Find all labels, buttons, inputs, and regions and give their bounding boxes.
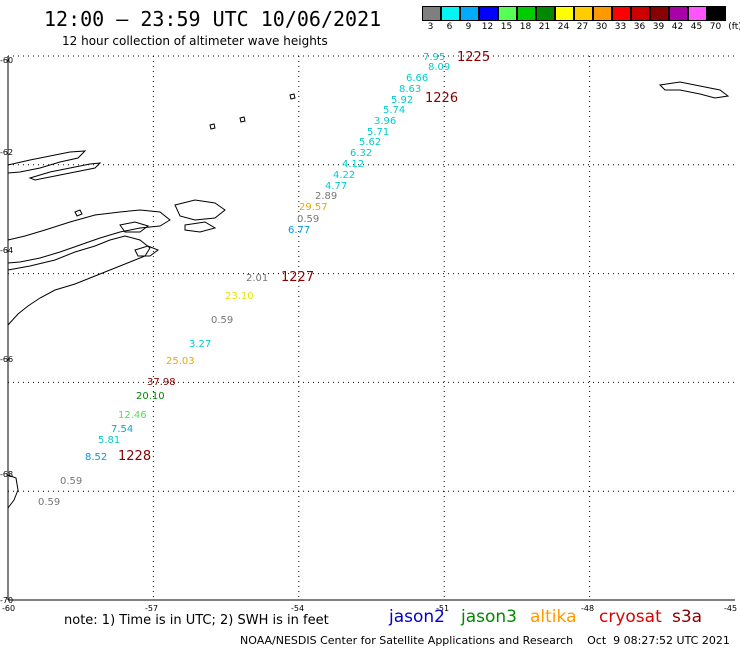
legend-swatch: [517, 6, 536, 21]
latitude-label: -70: [0, 596, 14, 605]
legend-swatch: [612, 6, 631, 21]
page-subtitle: 12 hour collection of altimeter wave hei…: [62, 34, 328, 48]
legend-label: 18: [519, 22, 532, 32]
legend-label: 3: [427, 22, 434, 32]
swh-observation: 6.77: [288, 225, 311, 236]
swh-observation: 3.96: [374, 116, 397, 127]
legend-label: 42: [671, 22, 684, 32]
satellite-name: cryosat: [599, 607, 662, 627]
legend-swatch: [441, 6, 460, 21]
legend-swatch: [707, 6, 726, 21]
legend-unit: (ft): [728, 22, 740, 32]
swh-observation: 7.54: [111, 424, 134, 435]
legend-swatch: [536, 6, 555, 21]
pass-time-label: 1226: [425, 91, 459, 106]
pass-time-label: 1225: [457, 50, 491, 65]
longitude-label: -48: [581, 604, 595, 613]
swh-observation: 4.12: [342, 159, 365, 170]
coastline: [7, 81, 730, 509]
swh-observation: 6.32: [350, 148, 373, 159]
swh-observation: 25.03: [166, 356, 195, 367]
swh-observation: 3.27: [189, 339, 212, 350]
latitude-label: -64: [0, 246, 14, 255]
legend-label: 39: [652, 22, 665, 32]
legend-label: 6: [446, 22, 453, 32]
page-title: 12:00 – 23:59 UTC 10/06/2021: [44, 7, 382, 31]
swh-observation: 0.59: [211, 315, 234, 326]
footer-note: note: 1) Time is in UTC; 2) SWH is in fe…: [64, 613, 329, 628]
legend-swatch: [555, 6, 574, 21]
swh-observation: 5.81: [98, 435, 121, 446]
legend-label: 30: [595, 22, 608, 32]
swh-observation: 4.77: [325, 181, 348, 192]
satellite-name: altika: [530, 607, 577, 627]
legend-label: 21: [538, 22, 551, 32]
swh-observation: 12.46: [118, 410, 147, 421]
satellite-name: jason3: [461, 607, 517, 627]
swh-observation: 0.59: [297, 214, 320, 225]
legend-swatch: [422, 6, 441, 21]
swh-observation: 37.98: [147, 377, 176, 388]
legend-label: 45: [690, 22, 703, 32]
latitude-label: -60: [0, 56, 14, 65]
legend-label: 33: [614, 22, 627, 32]
legend-swatch: [460, 6, 479, 21]
swh-observation: 8.63: [399, 84, 422, 95]
latitude-label: -62: [0, 148, 14, 157]
legend-swatch: [498, 6, 517, 21]
swh-observation: 7.95: [423, 52, 446, 63]
swh-observation: 8.09: [428, 62, 451, 73]
credit-line: NOAA/NESDIS Center for Satellite Applica…: [240, 634, 730, 647]
legend-label: 70: [709, 22, 722, 32]
longitude-label: -57: [145, 604, 159, 613]
swh-observation: 4.22: [333, 170, 356, 181]
satellite-name: s3a: [672, 607, 703, 627]
legend-label: 9: [465, 22, 472, 32]
swh-observation: 23.10: [225, 291, 254, 302]
legend-label: 24: [557, 22, 570, 32]
legend-label: 12: [481, 22, 494, 32]
swh-observation: 2.01: [246, 273, 269, 284]
legend-swatch: [593, 6, 612, 21]
legend-swatch: [479, 6, 498, 21]
latitude-label: -66: [0, 355, 14, 364]
graticule: [8, 55, 735, 601]
swh-observation: 0.59: [38, 497, 61, 508]
swh-observation: 0.59: [60, 476, 83, 487]
swh-observation: 5.92: [391, 95, 414, 106]
longitude-label: -45: [724, 604, 738, 613]
legend-label: 27: [576, 22, 589, 32]
legend-swatch: [574, 6, 593, 21]
swh-observation: 5.62: [359, 137, 382, 148]
legend-label: 15: [500, 22, 513, 32]
longitude-label: -51: [436, 604, 450, 613]
swh-observation: 2.89: [315, 191, 338, 202]
latitude-label: -68: [0, 470, 14, 479]
pass-time-label: 1228: [118, 449, 152, 464]
legend-swatch: [631, 6, 650, 21]
swh-observation: 20.10: [136, 391, 165, 402]
swh-observation: 6.66: [406, 73, 429, 84]
satellite-name: jason2: [389, 607, 445, 627]
swh-observation: 8.52: [85, 452, 108, 463]
legend-label: 36: [633, 22, 646, 32]
swh-observation: 29.57: [299, 202, 328, 213]
pass-time-label: 1227: [281, 270, 315, 285]
legend-swatch: [650, 6, 669, 21]
longitude-label: -54: [291, 604, 305, 613]
legend-swatch: [669, 6, 688, 21]
swh-observation: 5.71: [367, 127, 390, 138]
swh-observation: 5.74: [383, 105, 406, 116]
legend-swatch: [688, 6, 707, 21]
longitude-label: -60: [2, 604, 16, 613]
